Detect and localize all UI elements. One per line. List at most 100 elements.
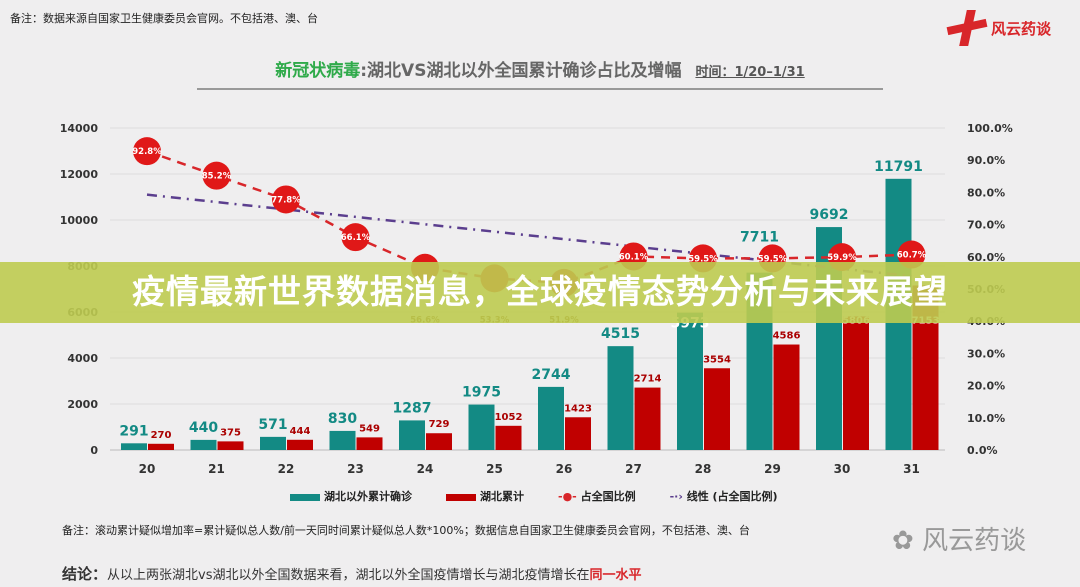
ratio-label: 59.9% (827, 253, 857, 263)
chart-title: 新冠状病毒:湖北VS湖北以外全国累计确诊占比及增幅 时间：1/20–1/31 (0, 56, 1080, 81)
bar-label-outside-hubei: 4515 (601, 326, 640, 342)
ratio-label: 66.1% (341, 233, 371, 243)
bar-label-outside-hubei: 1975 (462, 385, 501, 401)
left-tick-label: 12000 (60, 168, 99, 181)
bar-hubei (565, 417, 591, 450)
right-tick-label: 10.0% (967, 412, 1005, 425)
bar-outside-hubei (607, 346, 634, 450)
ratio-point (341, 223, 370, 252)
bar-hubei (217, 441, 244, 450)
headline-text: 疫情最新世界数据消息，全球疫情态势分析与未来展望 (132, 272, 948, 312)
x-tick-label: 28 (695, 462, 712, 476)
bar-label-hubei: 549 (359, 423, 380, 434)
title-divider (197, 88, 883, 90)
x-tick-label: 20 (139, 462, 156, 476)
bar-outside-hubei (677, 312, 703, 450)
bar-label-hubei: 444 (290, 426, 311, 437)
title-prefix: 新冠状病毒 (275, 61, 361, 81)
bar-outside-hubei (260, 436, 286, 450)
right-tick-label: 80.0% (967, 186, 1005, 199)
headline-banner: 疫情最新世界数据消息，全球疫情态势分析与未来展望 (0, 262, 1080, 323)
ratio-label: 85.2% (202, 172, 232, 182)
legend-item-trend: -·› 线性 (占全国比例) (669, 490, 778, 503)
ratio-point (202, 161, 231, 190)
left-tick-label: 14000 (60, 122, 99, 135)
bar-label-outside-hubei: 291 (119, 423, 148, 439)
x-tick-label: 24 (417, 462, 434, 476)
right-tick-label: 20.0% (967, 380, 1005, 393)
x-tick-label: 31 (903, 462, 920, 476)
bar-label-hubei: 4586 (773, 331, 801, 342)
legend-item-hubei: 湖北累计 (446, 488, 524, 504)
x-tick-label: 23 (347, 462, 364, 476)
bar-label-outside-hubei: 830 (328, 411, 357, 427)
ratio-label: 77.8% (271, 195, 301, 205)
logo: 风云药谈 (945, 8, 1051, 48)
bar-outside-hubei (538, 386, 564, 450)
bar-label-outside-hubei: 11791 (874, 159, 923, 175)
left-tick-label: 0 (90, 444, 98, 457)
wechat-icon: ✿ (892, 526, 914, 556)
x-tick-label: 27 (625, 462, 642, 476)
bar-label-hubei: 1423 (564, 403, 592, 414)
right-tick-label: 0.0% (967, 444, 998, 457)
legend-item-outside-hubei: 湖北以外累计确诊 (290, 488, 412, 504)
ratio-label: 59.5% (688, 254, 718, 264)
bar-label-hubei: 270 (151, 430, 172, 441)
bar-outside-hubei (399, 420, 425, 450)
ratio-point (272, 185, 300, 214)
bar-hubei (148, 443, 174, 450)
bar-label-outside-hubei: 1287 (393, 400, 432, 416)
right-tick-label: 60.0% (967, 251, 1005, 264)
x-tick-label: 22 (278, 462, 295, 476)
ratio-label: 92.8% (132, 147, 162, 157)
bar-hubei (495, 425, 522, 450)
left-tick-label: 4000 (67, 352, 98, 365)
bar-label-outside-hubei: 2744 (532, 367, 571, 383)
bar-label-hubei: 375 (220, 427, 241, 438)
wechat-watermark: ✿ 风云药谈 (892, 526, 1027, 556)
bar-label-outside-hubei: 571 (258, 417, 287, 433)
x-tick-label: 29 (764, 462, 781, 476)
conclusion: 结论：从以上两张湖北vs湖北以外全国数据来看，湖北以外全国疫情增长与湖北疫情增长… (62, 565, 642, 583)
title-time: 时间：1/20–1/31 (695, 65, 805, 80)
ratio-label: 60.7% (897, 251, 927, 261)
right-tick-label: 30.0% (967, 347, 1005, 360)
logo-text: 风云药谈 (991, 19, 1052, 38)
ratio-point (897, 240, 926, 269)
bar-outside-hubei (121, 443, 147, 450)
bar-label-hubei: 2714 (634, 374, 662, 385)
right-tick-label: 70.0% (967, 219, 1005, 232)
ratio-label: 60.1% (619, 252, 649, 262)
bar-outside-hubei (468, 404, 495, 450)
bar-outside-hubei (190, 439, 217, 450)
legend-item-ratio: -●- 占全国比例 (558, 490, 636, 503)
bar-hubei (843, 316, 869, 450)
right-tick-label: 100.0% (967, 122, 1013, 135)
x-tick-label: 26 (556, 462, 573, 476)
ratio-point (133, 137, 161, 166)
bar-label-hubei: 1052 (495, 412, 523, 423)
x-tick-label: 25 (486, 462, 503, 476)
bar-hubei (287, 439, 313, 450)
bar-label-hubei: 729 (429, 419, 450, 430)
bar-hubei (356, 437, 383, 450)
x-tick-label: 30 (834, 462, 851, 476)
bar-outside-hubei (329, 430, 356, 450)
bar-label-hubei: 3554 (703, 354, 731, 365)
source-note: 备注：数据来源自国家卫生健康委员会官网。不包括港、澳、台 (10, 12, 318, 25)
footer-note: 备注：滚动累计疑似增加率=累计疑似总人数/前一天同时间累计疑似总人数*100%；… (62, 524, 750, 537)
left-tick-label: 10000 (60, 214, 99, 227)
bar-label-outside-hubei: 7711 (740, 229, 779, 245)
bar-hubei (634, 387, 661, 450)
right-tick-label: 90.0% (967, 154, 1005, 167)
bar-label-outside-hubei: 440 (189, 420, 218, 436)
bar-hubei (773, 344, 800, 450)
bar-hubei (426, 433, 452, 450)
bar-label-outside-hubei: 9692 (810, 207, 849, 223)
x-tick-label: 21 (208, 462, 225, 476)
bar-hubei (704, 368, 730, 450)
title-main: :湖北VS湖北以外全国累计确诊占比及增幅 (360, 61, 682, 81)
legend: 湖北以外累计确诊 湖北累计 -●- 占全国比例 -·› 线性 (占全国比例) (290, 488, 778, 504)
ratio-label: 59.5% (758, 254, 788, 264)
